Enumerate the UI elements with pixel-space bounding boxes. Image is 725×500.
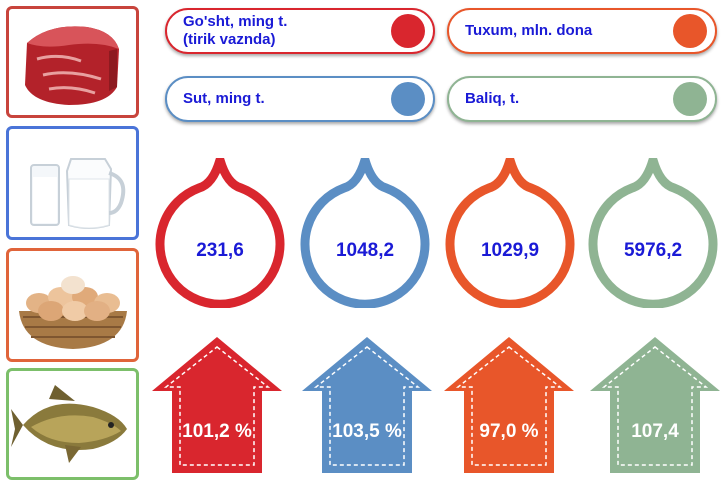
volume-value-milk: 1048,2 — [335, 240, 395, 261]
legend-label-eggs: Tuxum, mln. dona — [465, 22, 593, 39]
legend-pill-meat: Go'sht, ming t. (tirik vaznda) — [165, 8, 435, 54]
legend-dot-milk — [391, 82, 425, 116]
milk-tile — [6, 126, 139, 240]
up-arrow-icon — [152, 337, 282, 473]
legend-dot-fish — [673, 82, 707, 116]
growth-arrow-meat: 101,2 % — [150, 335, 284, 475]
legend-dot-meat — [391, 14, 425, 48]
growth-value-milk: 103,5 % — [332, 421, 402, 442]
eggs-tile — [6, 248, 139, 362]
volume-badge-meat: 231,6 — [155, 158, 285, 308]
legend-label-milk: Sut, ming t. — [183, 90, 265, 107]
drop-shape-icon — [300, 158, 430, 308]
meat-tile — [6, 6, 139, 118]
drop-shape-icon — [155, 158, 285, 308]
volume-badge-fish: 5976,2 — [588, 158, 718, 308]
up-arrow-icon — [444, 337, 574, 473]
legend-pill-fish: Baliq, t. — [447, 76, 717, 122]
growth-value-eggs: 97,0 % — [479, 421, 539, 442]
legend-dot-eggs — [673, 14, 707, 48]
milk-image — [30, 158, 126, 229]
legend-pill-milk: Sut, ming t. — [165, 76, 435, 122]
volume-value-fish: 5976,2 — [623, 240, 683, 261]
legend-label-meat: Go'sht, ming t. (tirik vaznda) — [183, 13, 288, 48]
volume-value-meat: 231,6 — [196, 240, 244, 261]
drop-shape-icon — [445, 158, 575, 308]
meat-image — [25, 26, 119, 105]
growth-value-fish: 107,4 — [631, 421, 679, 442]
legend-pill-eggs: Tuxum, mln. dona — [447, 8, 717, 54]
growth-arrow-eggs: 97,0 % — [442, 335, 576, 475]
legend-label-fish: Baliq, t. — [465, 90, 520, 107]
growth-value-meat: 101,2 % — [182, 421, 252, 442]
up-arrow-icon — [302, 337, 432, 473]
volume-badge-milk: 1048,2 — [300, 158, 430, 308]
growth-arrow-fish: 107,4 — [588, 335, 722, 475]
fish-image — [11, 385, 127, 463]
eggs-image — [19, 276, 127, 349]
volume-badge-eggs: 1029,9 — [445, 158, 575, 308]
fish-tile — [6, 368, 139, 480]
drop-shape-icon — [588, 158, 718, 308]
up-arrow-icon — [590, 337, 720, 473]
volume-value-eggs: 1029,9 — [480, 240, 540, 261]
growth-arrow-milk: 103,5 % — [300, 335, 434, 475]
